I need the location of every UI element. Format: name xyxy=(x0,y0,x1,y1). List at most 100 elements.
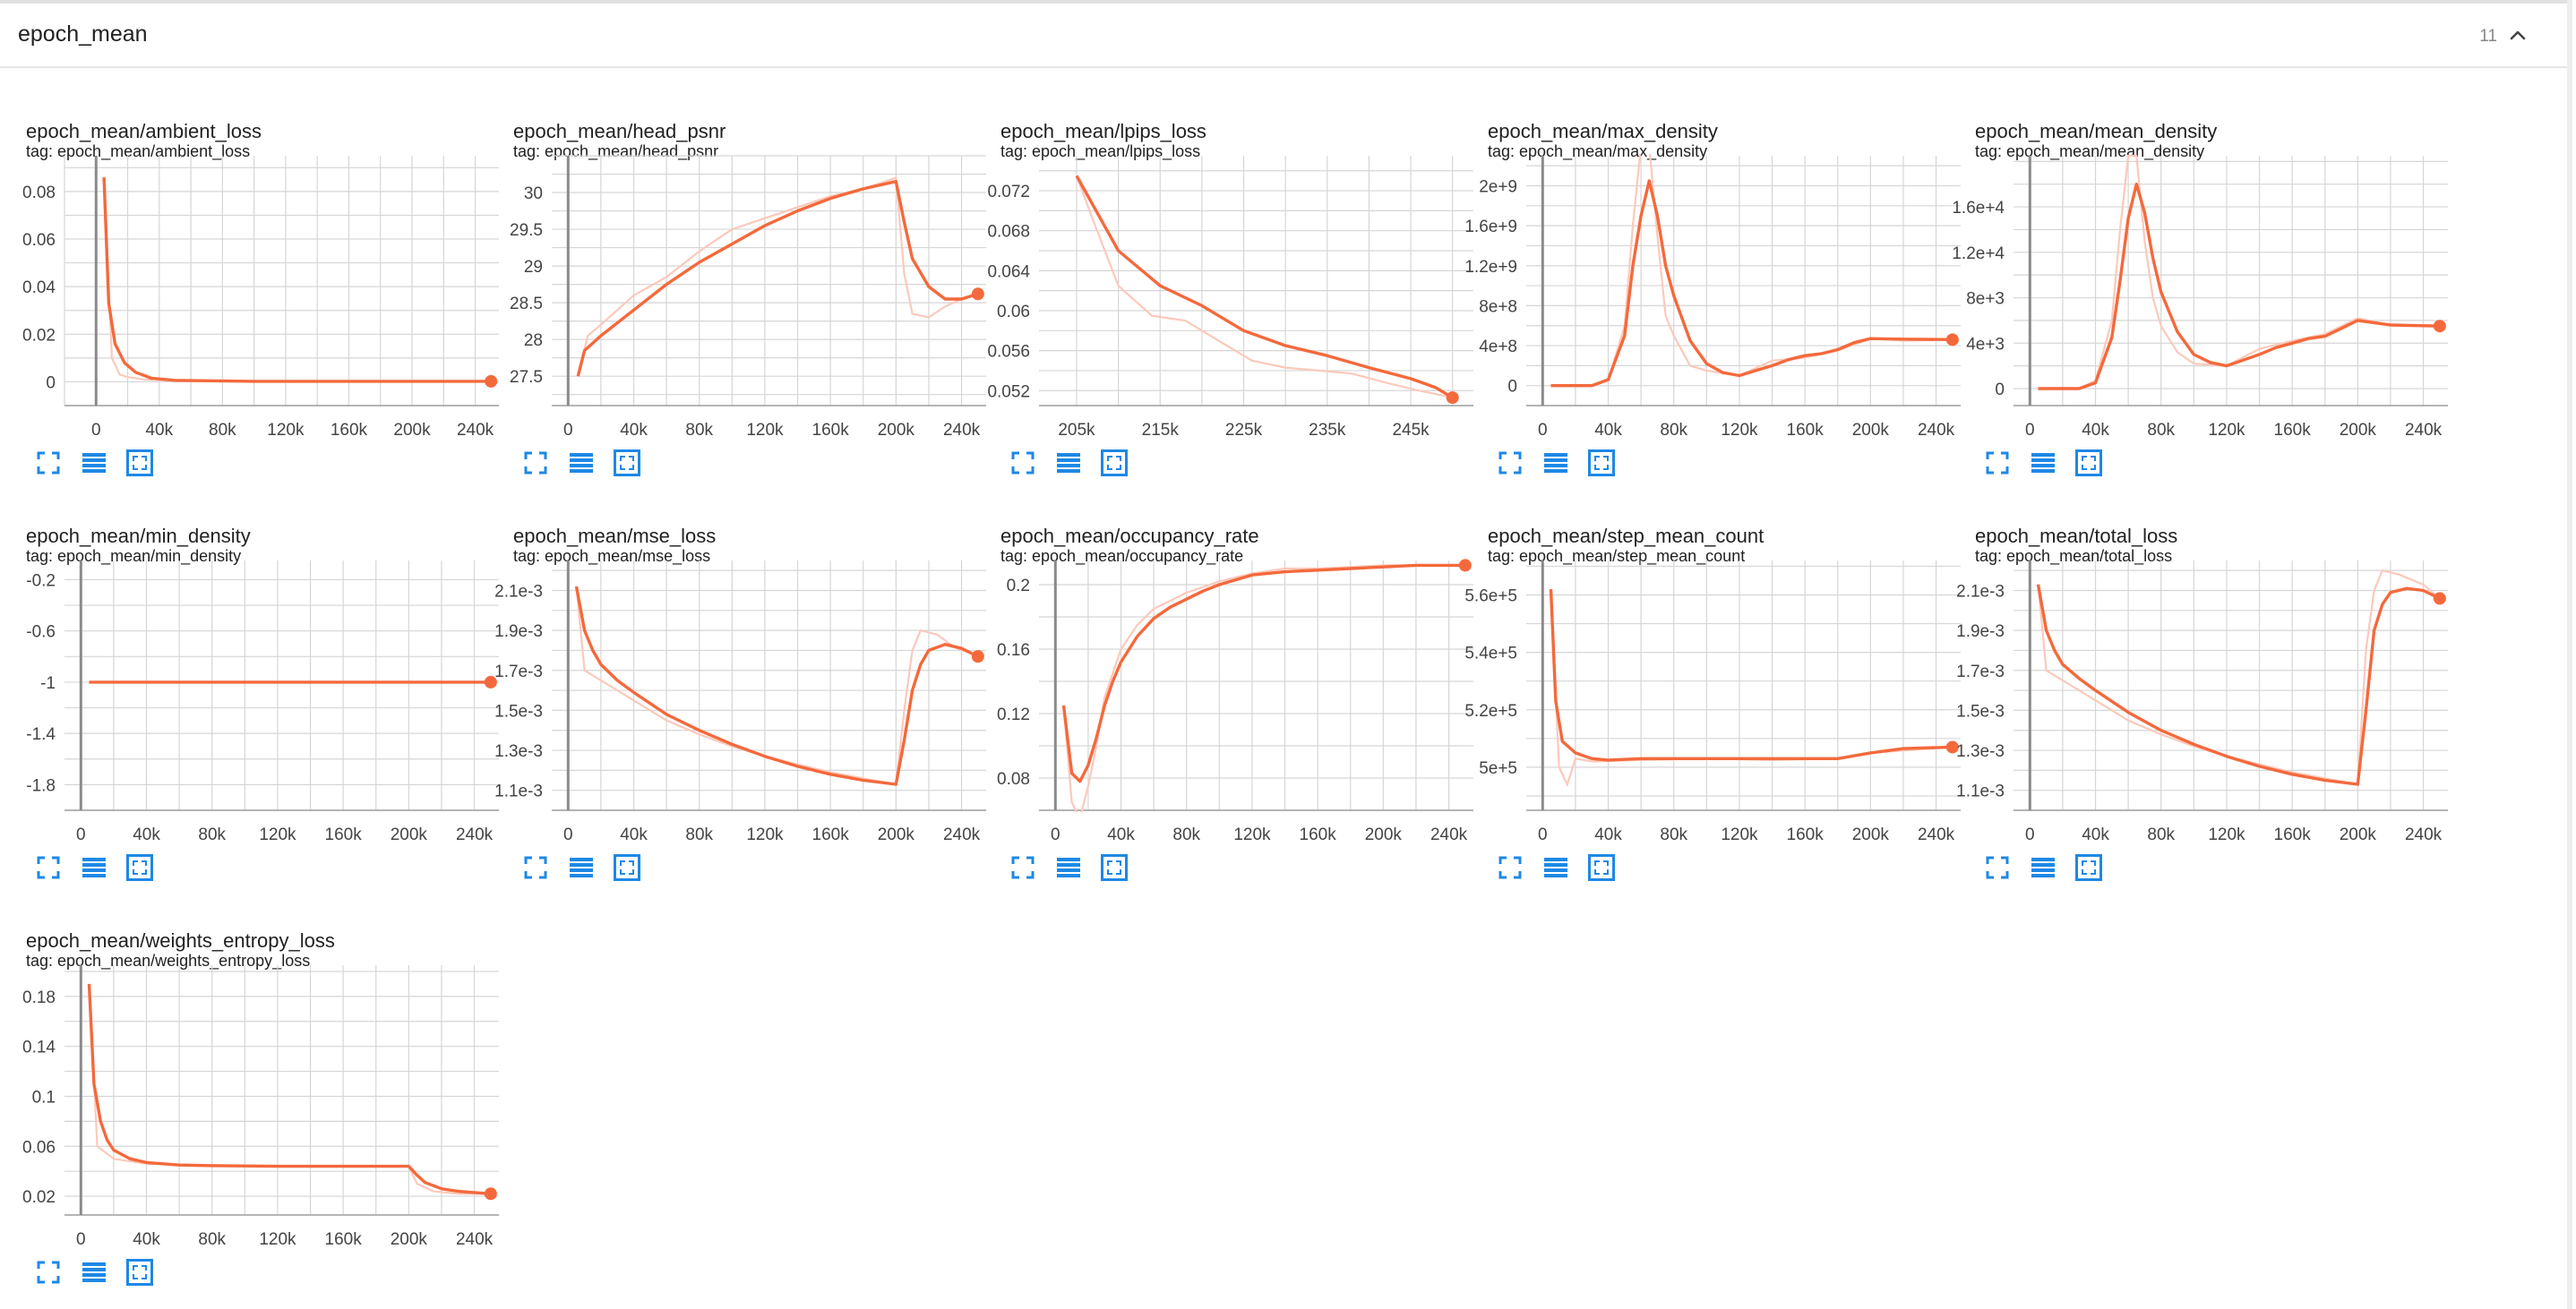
fullscreen-icon[interactable] xyxy=(1009,853,1037,882)
grid xyxy=(552,155,986,406)
line-chart[interactable]: 1.1e-3 1.3e-3 1.5e-3 1.7e-3 1.9e-3 2.1e-3 0 40k… xyxy=(1949,498,2451,851)
fullscreen-icon[interactable] xyxy=(34,853,63,882)
chart-title: epoch_mean/head_psnr xyxy=(513,120,726,142)
data-table-icon[interactable] xyxy=(567,449,596,477)
fit-domain-icon[interactable] xyxy=(2074,449,2103,477)
y-tick-label: 2.1e-3 xyxy=(494,582,543,601)
chart-card: epoch_mean/ambient_loss tag: epoch_mean/a… xyxy=(0,93,499,487)
fit-domain-icon[interactable] xyxy=(1100,449,1129,477)
chart-card: epoch_mean/max_density tag: epoch_mean/ma… xyxy=(1462,93,1961,487)
x-tick-label: 80k xyxy=(2147,421,2175,440)
fullscreen-icon[interactable] xyxy=(34,449,63,477)
fullscreen-icon[interactable] xyxy=(521,449,550,477)
chart-card: epoch_mean/step_mean_count tag: epoch_mea… xyxy=(1462,498,1961,892)
y-tick-label: 1.9e-3 xyxy=(494,622,543,641)
chart-card: epoch_mean/weights_entropy_loss tag: epoc… xyxy=(0,903,499,1296)
x-tick-label: 40k xyxy=(133,826,160,844)
line-chart[interactable]: 1.1e-3 1.3e-3 1.5e-3 1.7e-3 1.9e-3 2.1e-3 0 40k… xyxy=(487,498,989,851)
grid xyxy=(1526,560,1961,810)
fullscreen-icon[interactable] xyxy=(1983,853,2012,882)
y-tick-label: 28.5 xyxy=(510,295,543,313)
line-chart[interactable]: 0 4e+8 8e+8 1.2e+9 1.6e+9 2e+9 0 40k 80k 120k 160k… xyxy=(1462,93,1963,447)
data-table-icon[interactable] xyxy=(80,449,108,477)
x-tick-label: 120k xyxy=(267,421,305,440)
x-tick-label: 200k xyxy=(2340,826,2377,844)
y-tick-label: -1 xyxy=(40,674,56,693)
x-tick-label: 120k xyxy=(746,421,784,440)
smoothed-series-line xyxy=(2038,183,2440,390)
fullscreen-icon[interactable] xyxy=(1983,449,2012,477)
raw-series-line xyxy=(1075,175,1453,399)
chart-title: epoch_mean/weights_entropy_loss xyxy=(26,929,335,952)
data-table-icon[interactable] xyxy=(567,853,596,882)
raw-series-line xyxy=(1550,589,1953,788)
data-table-icon[interactable] xyxy=(2029,853,2057,882)
data-table-icon[interactable] xyxy=(80,1258,108,1287)
line-chart[interactable]: 27.5 28 28.5 29 29.5 30 0 40k 80k 120k 160k 200k 240… xyxy=(487,93,989,447)
chart-tag: tag: epoch_mean/ambient_loss xyxy=(26,142,251,160)
x-tick-label: 0 xyxy=(563,826,573,844)
data-table-icon[interactable] xyxy=(80,853,108,882)
last-point-marker xyxy=(1945,333,1959,346)
fit-domain-icon[interactable] xyxy=(613,449,641,477)
y-tick-label: 0.14 xyxy=(22,1039,56,1057)
y-tick-label: 0.08 xyxy=(22,184,56,202)
fit-domain-icon[interactable] xyxy=(125,1258,154,1287)
line-chart[interactable]: 0.02 0.06 0.1 0.14 0.18 0 40k 80k 120k 160k 200k 24… xyxy=(0,903,502,1256)
y-tick-label: -1.4 xyxy=(26,725,56,744)
y-tick-label: 1.2e+4 xyxy=(1952,244,2005,263)
y-tick-label: 8e+8 xyxy=(1479,297,1517,316)
data-table-icon[interactable] xyxy=(1054,449,1083,477)
fit-domain-icon[interactable] xyxy=(1100,853,1129,882)
x-tick-label: 80k xyxy=(685,421,713,440)
scrollbar-track[interactable] xyxy=(2567,0,2572,1309)
group-card-count: 11 xyxy=(2479,27,2497,46)
fit-domain-icon[interactable] xyxy=(1587,449,1616,477)
fullscreen-icon[interactable] xyxy=(1496,449,1524,477)
last-point-marker xyxy=(485,374,498,388)
line-chart[interactable]: 0 0.02 0.04 0.06 0.08 0 40k 80k 120k 160k 200k 240k xyxy=(0,93,502,447)
chart-title: epoch_mean/lpips_loss xyxy=(1000,120,1206,142)
fit-domain-icon[interactable] xyxy=(613,853,641,882)
x-tick-label: 160k xyxy=(1787,421,1825,440)
line-chart[interactable]: 0.052 0.056 0.06 0.064 0.068 0.072 205k 215k 225… xyxy=(975,93,1476,447)
fit-domain-icon[interactable] xyxy=(2074,853,2103,882)
fullscreen-icon[interactable] xyxy=(1496,853,1524,882)
y-tick-label: 5.4e+5 xyxy=(1464,645,1517,663)
fit-domain-icon[interactable] xyxy=(125,853,154,882)
x-tick-label: 160k xyxy=(812,421,850,440)
y-tick-label: 1.9e-3 xyxy=(1956,622,2005,641)
y-tick-label: 1.5e-3 xyxy=(494,702,543,721)
line-chart[interactable]: 0.08 0.12 0.16 0.2 0 40k 80k 120k 160k 200k 240k xyxy=(975,498,1476,851)
group-title: epoch_mean xyxy=(18,21,148,47)
fullscreen-icon[interactable] xyxy=(521,853,550,882)
chart-title: epoch_mean/mean_density xyxy=(1975,120,2218,142)
chart-title: epoch_mean/mse_loss xyxy=(513,525,717,547)
data-table-icon[interactable] xyxy=(2029,449,2057,477)
last-point-marker xyxy=(1945,740,1959,754)
fit-domain-icon[interactable] xyxy=(1587,853,1616,882)
fit-domain-icon[interactable] xyxy=(125,449,154,477)
grid xyxy=(552,560,986,811)
y-tick-label: 1.7e-3 xyxy=(494,663,543,681)
x-tick-label: 120k xyxy=(1721,826,1758,844)
raw-series-line xyxy=(2038,154,2440,390)
data-table-icon[interactable] xyxy=(1054,853,1083,882)
x-tick-label: 200k xyxy=(391,1230,428,1249)
x-tick-label: 200k xyxy=(391,826,428,844)
group-header[interactable]: epoch_mean 11 xyxy=(0,4,2567,68)
data-table-icon[interactable] xyxy=(1541,449,1570,477)
line-chart[interactable]: 0 4e+3 8e+3 1.2e+4 1.6e+4 0 40k 80k 120k 160k 200k… xyxy=(1949,93,2451,447)
x-tick-label: 160k xyxy=(2274,826,2312,844)
y-tick-label: 1.3e-3 xyxy=(494,742,543,761)
x-tick-label: 120k xyxy=(2208,421,2245,440)
fullscreen-icon[interactable] xyxy=(1009,449,1037,477)
line-chart[interactable]: 5e+5 5.2e+5 5.4e+5 5.6e+5 0 40k 80k 120k 160k 200… xyxy=(1462,498,1963,851)
line-chart[interactable]: -1.8 -1.4 -1 -0.6 -0.2 0 40k 80k 120k 160k 200k 240… xyxy=(0,498,502,851)
chevron-up-icon[interactable] xyxy=(2508,25,2528,45)
fullscreen-icon[interactable] xyxy=(34,1258,63,1287)
data-table-icon[interactable] xyxy=(1541,853,1570,882)
x-tick-label: 200k xyxy=(1852,421,1890,440)
chart-tag: tag: epoch_mean/occupancy_rate xyxy=(1000,547,1244,565)
y-tick-label: 2e+9 xyxy=(1479,177,1517,196)
